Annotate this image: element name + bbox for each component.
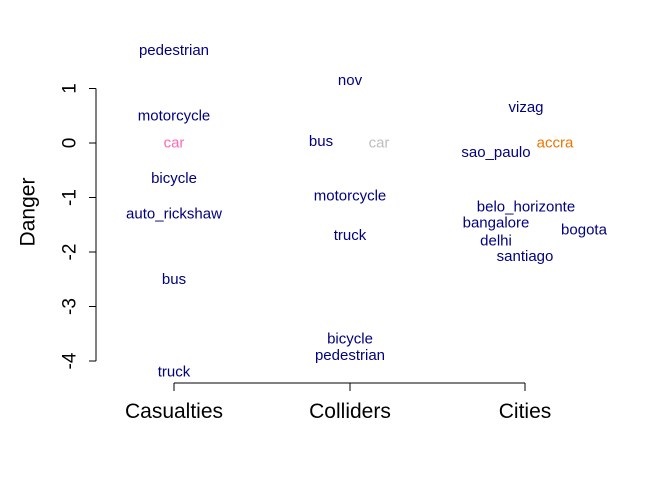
x-tick-label: Cities <box>499 400 552 423</box>
x-tick-label: Casualties <box>125 400 223 423</box>
point-label-cities-accra: accra <box>537 135 574 152</box>
point-label-casualties-pedestrian: pedestrian <box>139 42 209 59</box>
point-label-cities-bangalore: bangalore <box>463 215 530 232</box>
y-axis-title: Danger <box>17 178 40 247</box>
y-tick-label: -3 <box>60 298 81 315</box>
y-tick-label: 0 <box>60 138 81 149</box>
point-label-casualties-car: car <box>164 135 185 152</box>
point-label-colliders-bus: bus <box>309 133 333 150</box>
point-label-cities-belo-horizonte: belo_horizonte <box>477 198 575 215</box>
point-label-cities-vizag: vizag <box>508 99 543 116</box>
point-label-cities-sao-paulo: sao_paulo <box>461 144 530 161</box>
point-label-colliders-pedestrian: pedestrian <box>315 347 385 364</box>
y-tick-label: -4 <box>60 352 81 369</box>
point-label-colliders-car: car <box>369 135 390 152</box>
point-label-colliders-nov: nov <box>338 72 363 89</box>
y-tick-label: 1 <box>60 83 81 94</box>
point-label-casualties-auto-rickshaw: auto_rickshaw <box>126 205 222 222</box>
x-axis: Casualties Colliders Cities <box>125 382 552 423</box>
point-label-colliders-bicycle: bicycle <box>327 331 373 348</box>
y-axis: -4 -3 -2 -1 0 1 <box>60 83 97 369</box>
point-label-casualties-truck: truck <box>158 363 191 380</box>
point-label-casualties-bicycle: bicycle <box>151 170 197 187</box>
x-tick-label: Colliders <box>309 400 391 423</box>
point-label-cities-delhi: delhi <box>480 233 512 250</box>
point-label-cities-santiago: santiago <box>497 248 554 265</box>
point-label-colliders-motorcycle: motorcycle <box>314 187 387 204</box>
y-tick-label: -1 <box>60 189 81 206</box>
point-label-casualties-bus: bus <box>162 271 186 288</box>
point-labels: pedestrian motorcycle car bicycle auto_ricks… <box>126 42 608 381</box>
point-label-colliders-truck: truck <box>334 227 367 244</box>
y-tick-label: -2 <box>60 244 81 261</box>
point-label-cities-bogota: bogota <box>561 222 608 239</box>
point-label-casualties-motorcycle: motorcycle <box>138 107 211 124</box>
